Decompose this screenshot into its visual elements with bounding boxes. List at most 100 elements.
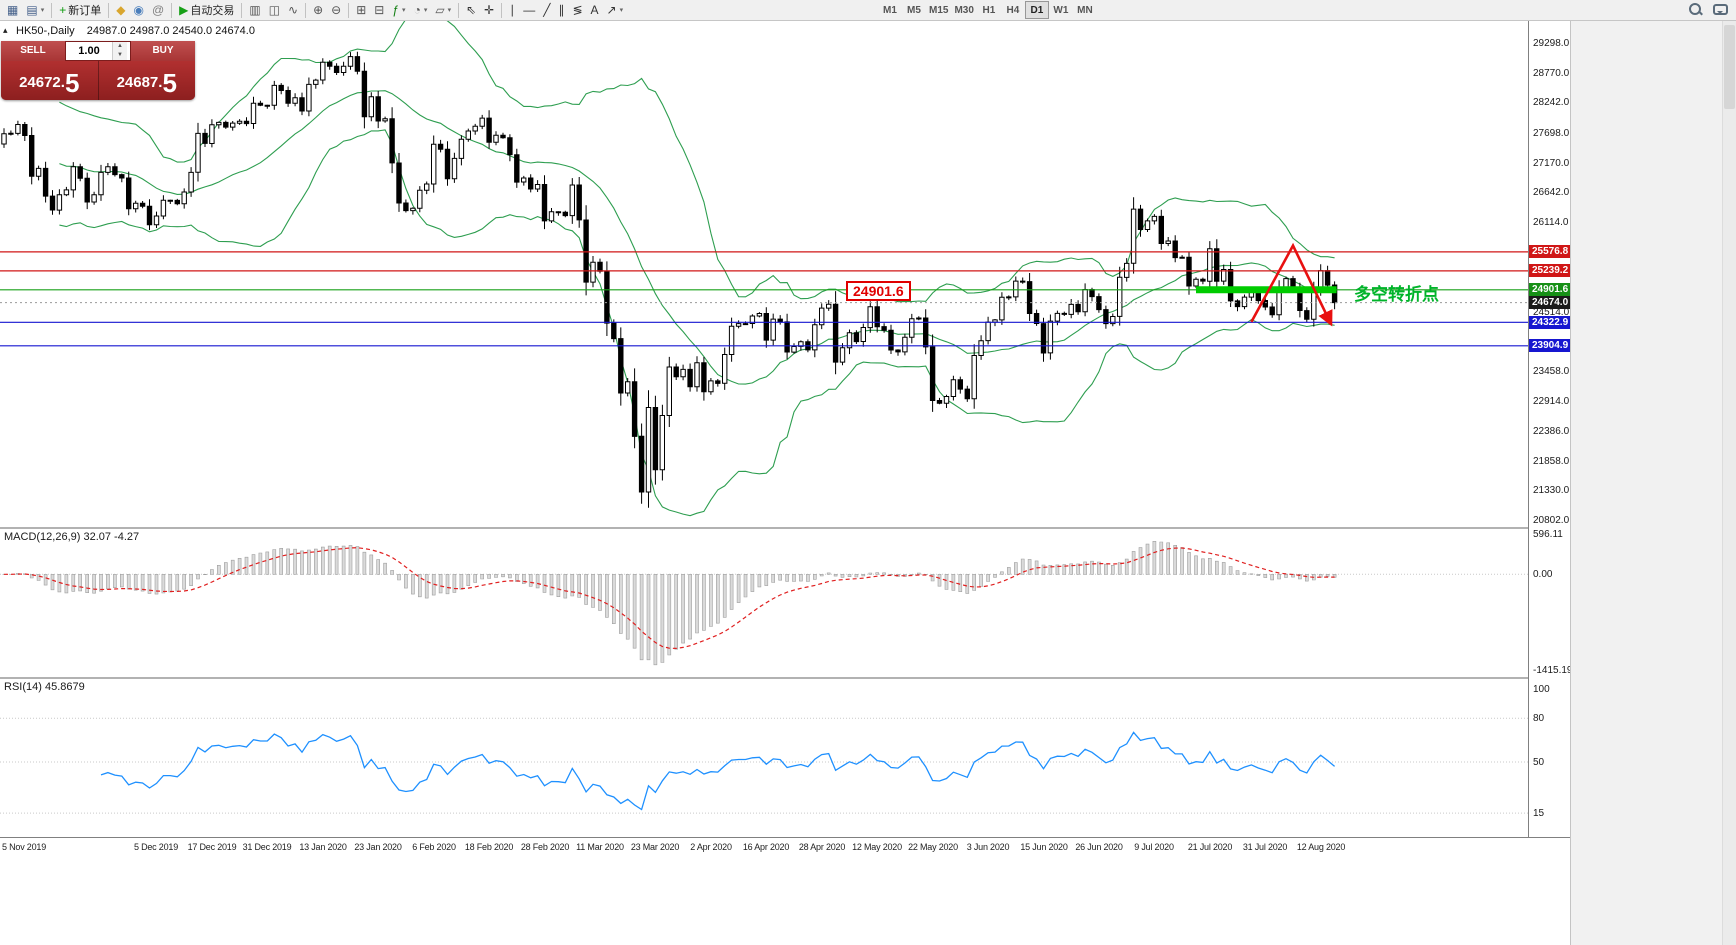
timeframe-m1-button[interactable]: M1 — [878, 1, 902, 19]
toolbar-separator — [501, 2, 503, 18]
timeframe-d1-button[interactable]: D1 — [1024, 1, 1049, 19]
date-axis-label: 21 Jul 2020 — [1187, 842, 1233, 852]
line-chart-icon[interactable]: ∿ — [284, 1, 302, 19]
tile-windows-icon[interactable]: ⊞ — [352, 1, 370, 19]
timeframe-h1-button[interactable]: H1 — [977, 1, 1001, 19]
timeframe-m30-button[interactable]: M30 — [951, 1, 976, 19]
periods-icon[interactable]: ◔ ▾ — [410, 1, 432, 19]
volume-input[interactable] — [66, 42, 112, 60]
templates-icon[interactable]: ▱ ▾ — [431, 1, 455, 19]
rsi-axis-label: 100 — [1533, 684, 1550, 695]
timeframe-w1-button[interactable]: W1 — [1049, 1, 1073, 19]
crosshair-icon[interactable]: ✛ — [480, 1, 498, 19]
channel-icon[interactable]: ∥ — [554, 1, 568, 19]
date-axis-label: 5 Nov 2019 — [2, 842, 47, 852]
new-order-button[interactable]: + 新订单 — [55, 1, 105, 19]
mql-community-icon[interactable]: @ — [148, 1, 168, 19]
toolbar-separator — [348, 2, 350, 18]
timeframe-m5-button[interactable]: M5 — [902, 1, 926, 19]
fibonacci-icon[interactable]: ≶ — [568, 1, 586, 19]
indicators-icon[interactable]: ƒ ▾ — [388, 1, 409, 19]
search-icon[interactable] — [1688, 2, 1703, 17]
scrollbar-thumb[interactable] — [1724, 25, 1735, 109]
price-axis-label: 22386.0 — [1533, 426, 1570, 438]
line-chart-icon: ∿ — [288, 3, 299, 17]
mql-community-icon: @ — [151, 3, 165, 17]
price-axis-label: 24514.0 — [1533, 306, 1570, 318]
new-order-button: + — [59, 3, 67, 17]
date-axis-label: 16 Apr 2020 — [742, 842, 790, 852]
price-level-callout[interactable]: 24901.6 — [846, 281, 911, 301]
workspace-empty-area — [1570, 21, 1736, 945]
candlestick-chart-icon[interactable]: ◫ — [265, 1, 284, 19]
macd-indicator-label: MACD(12,26,9) 32.07 -4.27 — [4, 531, 140, 543]
price-axis-label: 27170.0 — [1533, 157, 1570, 169]
vertical-line-icon: ∣ — [509, 3, 516, 17]
autotrading-button[interactable]: ▶ 自动交易 — [175, 1, 238, 19]
cursor-icon[interactable]: ⇖ — [462, 1, 480, 19]
one-click-panel-toggle[interactable]: ▴ — [3, 25, 8, 35]
date-axis-label: 5 Dec 2019 — [133, 842, 179, 852]
rsi-axis-label: 50 — [1533, 757, 1545, 768]
macd-axis-label: 0.00 — [1533, 569, 1553, 581]
toolbar: ▦ ▤ ▾ + 新订单 ◆ ◉ @ ▶ 自动交易 ▥ ◫ ∿ ⊕ ⊖ ⊞ ⊟ ƒ ▾ ◔ ▾ ▱ ▾ ⇖ ✛ ∣ ― ╱ ∥ ≶ A ↗ ▾ M… — [0, 0, 1736, 21]
profiles-icon[interactable]: ▤ ▾ — [22, 1, 48, 19]
chart-canvas[interactable] — [0, 0, 1570, 945]
community-chat-icon[interactable] — [1713, 4, 1728, 15]
trendline-icon[interactable]: ╱ — [539, 1, 554, 19]
market-watch-icon[interactable]: ◉ — [129, 1, 147, 19]
bar-chart-icon[interactable]: ▥ — [245, 1, 264, 19]
date-axis-label: 2 Apr 2020 — [690, 842, 732, 852]
support-1-tag: 24322.9 — [1529, 315, 1572, 329]
arrows-icon[interactable]: ↗ ▾ — [603, 1, 628, 19]
turning-point-label[interactable]: 多空转折点 — [1354, 285, 1439, 304]
rsi-axis-label: 80 — [1533, 713, 1545, 725]
toolbar-separator — [171, 2, 173, 18]
date-axis-label: 6 Feb 2020 — [412, 842, 456, 852]
price-axis[interactable]: 29298.0 28770.0 28242.0 27698.0 27170.0 26642… — [1528, 21, 1572, 859]
date-axis[interactable]: 5 Nov 2019 5 Dec 2019 17 Dec 2019 31 Dec 20… — [0, 837, 1570, 860]
panel-separator[interactable] — [0, 527, 1570, 529]
trendline-icon: ╱ — [543, 3, 551, 17]
toolbar-separator — [108, 2, 110, 18]
price-axis-label: 21330.0 — [1533, 485, 1570, 497]
one-click-trading-panel: SELL ▲ ▼ BUY 24672.5 24687.5 — [1, 41, 195, 100]
templates-icon: ▱ — [435, 3, 445, 17]
date-axis-label: 3 Jun 2020 — [966, 842, 1010, 852]
date-axis-label: 22 May 2020 — [908, 842, 958, 852]
sell-price[interactable]: 24672. 5 — [19, 68, 80, 98]
volume-decrease-button[interactable]: ▼ — [113, 51, 127, 60]
timeframe-h4-button[interactable]: H4 — [1001, 1, 1025, 19]
arrange-icon[interactable]: ⊟ — [370, 1, 388, 19]
chart-title: HK50-,Daily 24987.0 24987.0 24540.0 2467… — [16, 25, 255, 37]
date-axis-label: 26 Jun 2020 — [1075, 842, 1123, 852]
price-axis-label: 28242.0 — [1533, 97, 1570, 109]
panel-separator[interactable] — [0, 677, 1570, 679]
buy-price[interactable]: 24687. 5 — [116, 68, 177, 98]
timeframe-group: M1 M5 M15 M30 H1 H4 D1 W1 MN — [878, 1, 1097, 19]
horizontal-line-icon[interactable]: ― — [519, 1, 539, 19]
price-axis-label: 20802.0 — [1533, 515, 1570, 526]
vertical-line-icon[interactable]: ∣ — [505, 1, 519, 19]
new-chart-icon[interactable]: ▦ — [3, 1, 22, 19]
buy-button[interactable]: BUY — [131, 41, 195, 61]
rsi-axis-label: 15 — [1533, 808, 1545, 820]
new-chart-icon: ▦ — [7, 3, 19, 17]
history-center-icon: ◆ — [116, 3, 126, 17]
zoom-out-icon[interactable]: ⊖ — [327, 1, 345, 19]
history-center-icon[interactable]: ◆ — [112, 1, 129, 19]
text-icon[interactable]: A — [587, 1, 603, 19]
date-axis-label: 28 Feb 2020 — [520, 842, 570, 852]
sell-button[interactable]: SELL — [1, 41, 65, 61]
volume-increase-button[interactable]: ▲ — [113, 42, 127, 51]
timeframe-m15-button[interactable]: M15 — [926, 1, 951, 19]
cursor-icon: ⇖ — [466, 3, 477, 17]
zoom-in-icon[interactable]: ⊕ — [309, 1, 327, 19]
timeframe-mn-button[interactable]: MN — [1073, 1, 1097, 19]
bar-chart-icon: ▥ — [249, 3, 261, 17]
vertical-scrollbar[interactable] — [1722, 21, 1736, 945]
zoom-in-icon: ⊕ — [313, 3, 324, 17]
chevron-down-icon: ▾ — [447, 7, 452, 14]
date-axis-label: 17 Dec 2019 — [187, 842, 237, 852]
